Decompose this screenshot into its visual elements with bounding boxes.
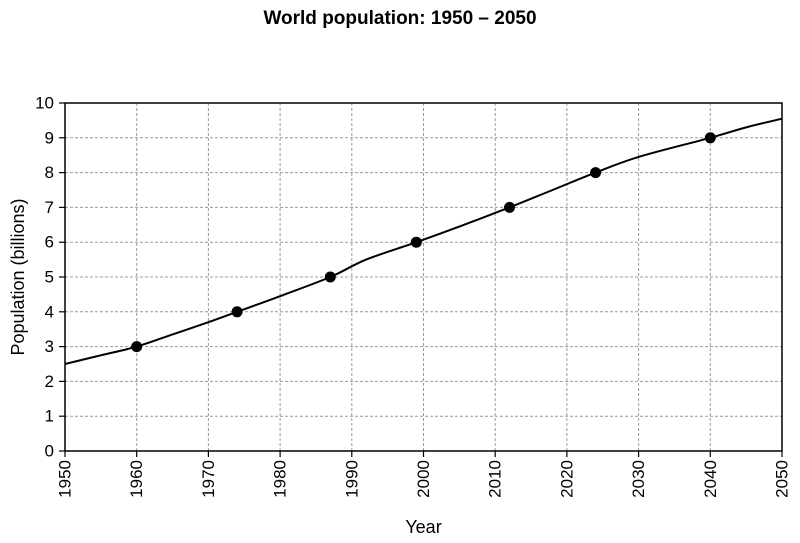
data-point-marker: [324, 271, 336, 283]
x-tick-label: 2050: [773, 460, 792, 498]
data-markers: [131, 132, 716, 353]
x-axis-label: Year: [405, 517, 441, 537]
data-point-marker: [504, 201, 516, 213]
x-tick-label: 2010: [486, 460, 505, 498]
x-tick-label: 1960: [127, 460, 146, 498]
x-tick-label: 2000: [414, 460, 433, 498]
chart-title: World population: 1950 – 2050: [263, 8, 537, 29]
y-tick-label: 2: [45, 372, 54, 391]
data-point-marker: [131, 341, 143, 353]
y-axis-label: Population (billions): [8, 198, 28, 355]
data-point-marker: [410, 236, 422, 248]
x-tick-label: 1970: [199, 460, 218, 498]
data-point-marker: [704, 132, 716, 144]
x-tick-label: 1980: [271, 460, 290, 498]
data-point-marker: [231, 306, 243, 318]
x-tick-label: 1990: [342, 460, 361, 498]
y-tick-label: 3: [45, 337, 54, 356]
y-tick-label: 7: [45, 198, 54, 217]
data-point-marker: [590, 167, 602, 179]
y-tick-label: 6: [45, 233, 54, 252]
population-series-line: [64, 117, 783, 365]
y-tick-label: 4: [45, 302, 54, 321]
y-tick-label: 1: [45, 407, 54, 426]
tick-labels: 1950 1960 1970 1980 1990 2000 2010 2020 2030 2040…: [35, 94, 791, 498]
x-tick-label: 2040: [701, 460, 720, 498]
x-tick-label: 2030: [629, 460, 648, 498]
y-tick-label: 10: [35, 94, 54, 113]
x-tick-label: 2020: [557, 460, 576, 498]
y-tick-label: 0: [45, 442, 54, 461]
y-tick-label: 8: [45, 163, 54, 182]
x-tick-label: 1950: [56, 460, 75, 498]
y-tick-label: 5: [45, 268, 54, 287]
y-tick-label: 9: [45, 128, 54, 147]
grid-lines: [65, 103, 782, 451]
